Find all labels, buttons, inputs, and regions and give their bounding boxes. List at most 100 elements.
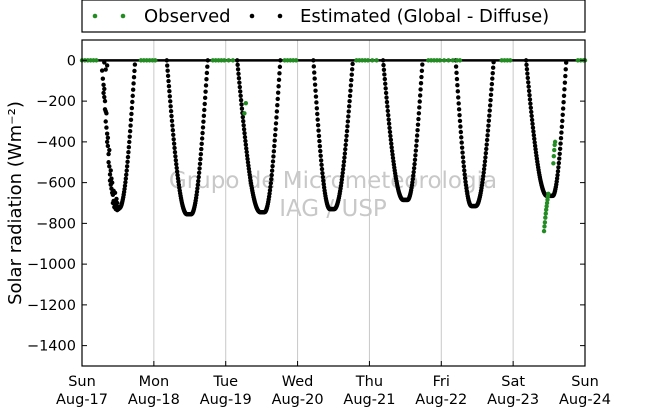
estimated-point-388	[456, 101, 461, 106]
x-tick-date-4: Aug-21	[343, 392, 395, 408]
estimated-point-178	[270, 163, 275, 169]
estimated-point-374	[417, 99, 422, 104]
estimated-point-212	[317, 143, 323, 149]
estimated-point-98	[235, 67, 241, 72]
estimated-point-363	[412, 157, 418, 162]
estimated-point-305	[387, 129, 393, 135]
estimated-point-278	[346, 114, 351, 119]
estimated-point-390	[457, 112, 462, 118]
estimated-point-375	[417, 93, 423, 98]
estimated-point-193	[276, 77, 282, 83]
estimated-point-626	[123, 176, 129, 181]
legend: Observed Estimated (Global - Diffuse)	[81, 0, 586, 33]
estimated-point-380	[420, 62, 425, 67]
estimated-point-303	[386, 121, 392, 126]
estimated-point-456	[485, 128, 491, 133]
estimated-point-216	[319, 162, 324, 168]
estimated-point-366	[414, 143, 419, 148]
estimated-point-455	[485, 133, 490, 138]
estimated-point-575	[104, 111, 109, 116]
estimated-point-174	[268, 180, 274, 186]
estimated-point-308	[389, 141, 394, 146]
estimated-point-293	[382, 76, 388, 82]
estimated-point-581	[106, 160, 111, 165]
estimated-point-115	[243, 138, 248, 144]
estimated-point-26	[175, 176, 181, 181]
estimated-point-176	[269, 172, 274, 178]
estimated-point-450	[483, 155, 488, 160]
estimated-point-476	[526, 84, 531, 89]
estimated-point-271	[343, 147, 348, 152]
estimated-point-385	[455, 83, 460, 88]
legend-marker-observed-0	[92, 13, 98, 19]
observed-point-653	[94, 58, 99, 63]
estimated-point-310	[389, 148, 395, 154]
estimated-point-560	[562, 80, 568, 85]
estimated-point-404	[463, 179, 468, 184]
estimated-point-296	[383, 90, 389, 96]
x-tick-day-5: Fri	[433, 374, 450, 390]
estimated-point-631	[125, 154, 131, 160]
estimated-point-391	[457, 118, 463, 124]
estimated-point-263	[339, 177, 345, 182]
estimated-point-487	[531, 129, 536, 134]
estimated-point-3	[165, 73, 171, 79]
estimated-point-448	[482, 163, 487, 168]
estimated-point-184	[272, 132, 278, 138]
estimated-point-77	[197, 161, 203, 167]
estimated-point-557	[561, 100, 566, 105]
estimated-point-488	[531, 132, 537, 138]
estimated-point-96	[235, 58, 240, 63]
estimated-point-485	[530, 121, 535, 127]
estimated-point-217	[319, 166, 325, 172]
x-tick-date-6: Aug-23	[487, 392, 539, 408]
estimated-point-301	[386, 113, 391, 118]
observed-point-705	[546, 191, 551, 197]
estimated-point-101	[237, 80, 242, 85]
estimated-point-358	[410, 176, 416, 182]
estimated-point-398	[460, 155, 466, 160]
estimated-point-91	[203, 83, 209, 88]
estimated-point-625	[123, 180, 128, 185]
estimated-point-472	[524, 66, 530, 72]
estimated-point-74	[196, 174, 201, 180]
estimated-point-370	[415, 122, 421, 127]
observed-point-666	[230, 58, 236, 63]
x-tick-day-2: Tue	[212, 374, 238, 390]
estimated-point-10	[168, 108, 174, 114]
y-tick-label-4: −800	[36, 216, 76, 232]
estimated-point-545	[556, 165, 561, 170]
observed-point-688	[450, 58, 455, 63]
estimated-point-119	[244, 153, 250, 158]
estimated-point-4	[166, 78, 171, 84]
estimated-point-559	[562, 87, 567, 92]
estimated-point-190	[275, 96, 280, 102]
axes: 0 −200 −400 −600 −800 −1000 −1200 −1400 Sun Aug-1…	[27, 53, 611, 408]
estimated-point-583	[107, 147, 112, 153]
estimated-point-470	[523, 58, 529, 63]
estimated-point-608	[104, 63, 110, 68]
estimated-point-207	[315, 117, 320, 122]
estimated-point-482	[529, 109, 534, 115]
estimated-point-295	[383, 86, 388, 91]
legend-frame	[81, 0, 586, 33]
estimated-point-558	[561, 93, 567, 99]
estimated-point-21	[173, 158, 179, 163]
estimated-point-210	[316, 133, 322, 139]
estimated-point-13	[170, 123, 175, 128]
estimated-point-289	[380, 58, 386, 63]
estimated-point-478	[527, 93, 532, 98]
estimated-point-102	[237, 84, 242, 90]
estimated-point-393	[458, 129, 464, 135]
estimated-point-589	[109, 176, 114, 181]
estimated-point-609	[103, 67, 108, 72]
estimated-point-544	[555, 169, 561, 174]
observed-point-700	[544, 207, 549, 212]
estimated-point-267	[341, 163, 346, 168]
estimated-point-83	[200, 130, 205, 136]
estimated-point-73	[196, 178, 201, 184]
estimated-point-387	[456, 95, 461, 100]
estimated-point-579	[105, 135, 111, 140]
estimated-point-24	[174, 169, 180, 174]
estimated-point-546	[556, 160, 562, 166]
